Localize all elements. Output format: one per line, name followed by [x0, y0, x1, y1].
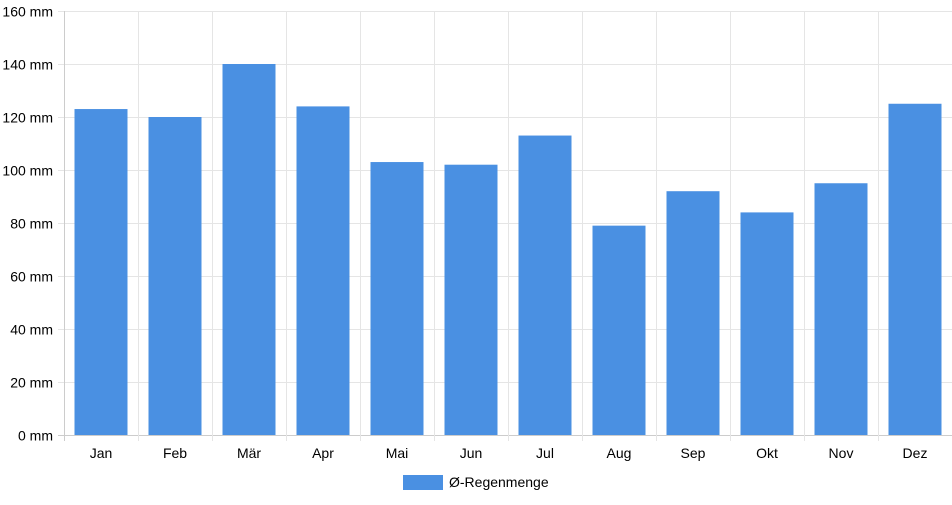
bar-nov[interactable] [814, 183, 868, 435]
x-tick-label: Jul [536, 445, 554, 461]
x-tick-label: Jan [90, 445, 113, 461]
x-tick-label: Okt [756, 445, 778, 461]
y-tick-label: 140 mm [2, 57, 53, 73]
bar-okt[interactable] [740, 212, 794, 435]
x-tick-label: Dez [903, 445, 928, 461]
bar-mär[interactable] [222, 64, 276, 435]
grid-layer [58, 11, 952, 441]
x-tick-label: Mai [386, 445, 409, 461]
bar-jul[interactable] [518, 135, 572, 436]
y-tick-label: 120 mm [2, 110, 53, 126]
bar-apr[interactable] [296, 106, 350, 436]
axis-layer: 0 mm 20 mm 40 mm 60 mm 80 mm 100 mm 120 mm 140 … [2, 4, 927, 462]
bar-mai[interactable] [370, 162, 424, 436]
x-tick-label: Apr [312, 445, 334, 461]
legend[interactable]: Ø-Regenmenge [403, 474, 549, 490]
y-tick-label: 100 mm [2, 163, 53, 179]
y-tick-label: 20 mm [10, 375, 53, 391]
bar-jun[interactable] [444, 164, 498, 435]
y-tick-label: 40 mm [10, 322, 53, 338]
bar-aug[interactable] [592, 225, 646, 435]
legend-label: Ø-Regenmenge [449, 474, 549, 490]
y-tick-label: 160 mm [2, 4, 53, 20]
x-tick-label: Jun [460, 445, 483, 461]
bar-layer [74, 64, 942, 436]
y-tick-label: 60 mm [10, 269, 53, 285]
bar-sep[interactable] [666, 191, 720, 435]
x-tick-label: Feb [163, 445, 187, 461]
bar-jan[interactable] [74, 109, 128, 436]
y-tick-label: 80 mm [10, 216, 53, 232]
y-tick-label: 0 mm [18, 428, 53, 444]
x-tick-label: Sep [681, 445, 706, 461]
bar-dez[interactable] [888, 103, 942, 435]
x-tick-label: Mär [237, 445, 261, 461]
bar-feb[interactable] [148, 117, 202, 435]
legend-swatch [403, 475, 443, 490]
x-tick-label: Aug [607, 445, 632, 461]
x-tick-label: Nov [829, 445, 854, 461]
